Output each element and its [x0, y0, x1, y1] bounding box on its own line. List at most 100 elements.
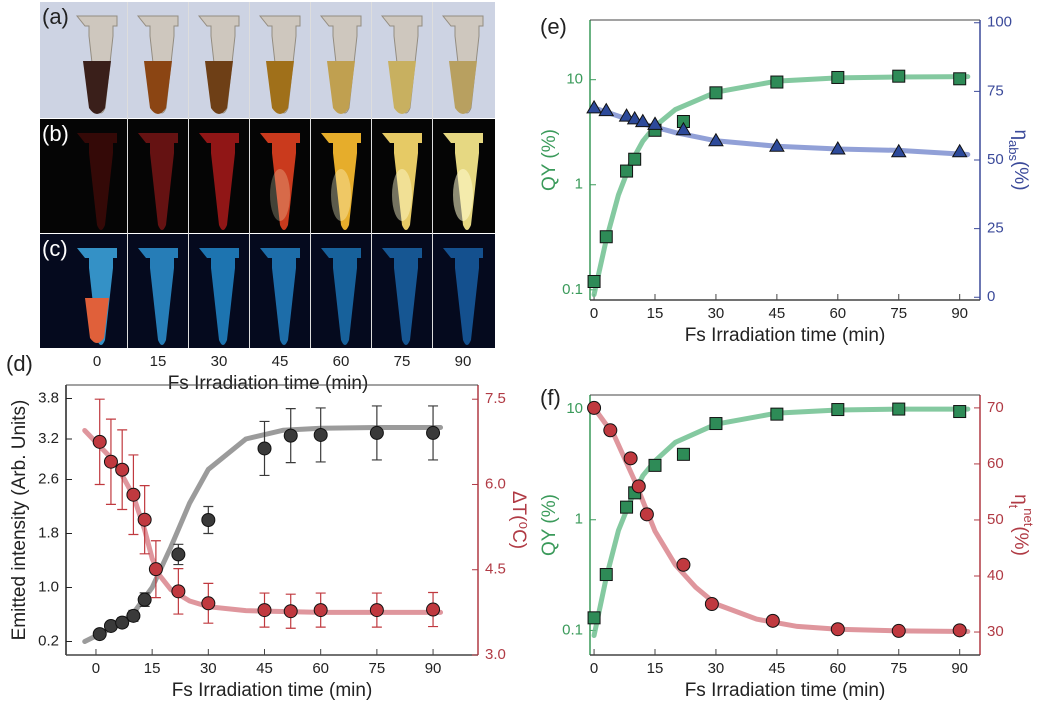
data-point	[892, 69, 906, 83]
data-point	[369, 425, 384, 440]
data-point	[953, 405, 967, 419]
y2-tick-label: 60	[987, 455, 1004, 472]
y2-tick-label: 50	[987, 151, 1004, 168]
y2-axis-label-part: net	[1021, 508, 1036, 526]
y2-tick-label: 70	[987, 399, 1004, 416]
y2-axis-label-part: (%)	[1010, 161, 1031, 191]
data-point	[598, 102, 615, 117]
y-tick-label: 1	[575, 176, 583, 193]
data-point	[951, 143, 968, 158]
x-tick-label: 75	[394, 353, 411, 370]
data-point	[623, 451, 638, 466]
data-point	[952, 623, 967, 638]
y-tick-label: 0.2	[38, 632, 59, 649]
data-point	[648, 458, 662, 472]
data-point	[891, 623, 906, 638]
tube-glow	[453, 169, 473, 221]
x-axis-label: Fs Irradiation time (min)	[685, 680, 886, 701]
data-point	[137, 592, 152, 607]
x-tick-label: 75	[369, 660, 386, 677]
data-point	[115, 462, 130, 477]
data-point	[171, 547, 186, 562]
data-point	[708, 132, 724, 147]
data-point	[618, 108, 635, 122]
data-point	[890, 143, 907, 158]
x-tick-label: 30	[708, 660, 725, 677]
panel-label: (c)	[42, 236, 68, 261]
tube-liquid	[449, 61, 477, 114]
x-tick-label: 90	[951, 660, 968, 677]
data-point	[137, 512, 152, 527]
data-point	[283, 428, 298, 443]
tube	[382, 248, 422, 345]
x-tick-label: 90	[951, 305, 968, 322]
panel-label: (b)	[42, 121, 69, 146]
tube-glow	[392, 169, 412, 221]
x-axis-label: Fs Irradiation time (min)	[168, 373, 369, 394]
x-tick-label: 0	[590, 660, 598, 677]
y2-tick-label: 50	[987, 511, 1004, 528]
y-tick-label: 10	[566, 400, 583, 417]
tube	[443, 248, 483, 345]
data-point	[103, 454, 118, 469]
tube	[138, 133, 178, 230]
data-point	[709, 417, 723, 431]
y2-tick-label: 3.0	[485, 646, 506, 663]
x-tick-label: 75	[890, 305, 907, 322]
x-tick-label: 15	[144, 660, 161, 677]
data-point	[634, 113, 651, 128]
tube-liquid	[85, 298, 109, 343]
tube	[321, 248, 361, 345]
x-tick-label: 30	[211, 353, 228, 370]
y-tick-label: 0.1	[562, 281, 583, 298]
y2-axis-label: ηabs(%)	[1006, 129, 1031, 190]
tube-liquid	[144, 61, 172, 114]
y-axis-label: QY (%)	[539, 129, 560, 191]
y2-tick-label: 75	[987, 82, 1004, 99]
data-point	[587, 274, 601, 288]
x-tick-label: 60	[312, 660, 329, 677]
data-point	[313, 603, 328, 618]
y-tick-label: 1.0	[38, 578, 59, 595]
fit-line	[591, 406, 971, 639]
x-tick-label: 90	[455, 353, 472, 370]
data-point	[586, 99, 602, 114]
x-tick-label: 0	[93, 353, 101, 370]
data-point	[709, 86, 723, 100]
chart-0: 0 15 30 45 60 75 90 0.2 1.0 1.8 2.6 3.2 3.8 3.0 4.5 6.0…	[6, 351, 529, 701]
y2-axis-label-part: η	[1010, 494, 1031, 505]
x-tick-label: 90	[425, 660, 442, 677]
tube	[382, 133, 422, 230]
data-point	[639, 507, 654, 522]
y-tick-label: 10	[566, 71, 583, 88]
panel-label: (a)	[42, 4, 69, 29]
x-tick-label: 15	[647, 660, 664, 677]
data-point	[201, 596, 216, 611]
x-tick-label: 15	[150, 353, 167, 370]
x-axis-label: Fs Irradiation time (min)	[685, 325, 886, 346]
x-tick-label: 45	[769, 660, 786, 677]
x-tick-label: 45	[272, 353, 289, 370]
x-tick-label: 45	[256, 660, 273, 677]
tube	[199, 133, 239, 230]
data-point	[599, 568, 613, 582]
tube	[260, 133, 300, 230]
x-tick-label: 0	[590, 305, 598, 322]
data-point	[126, 487, 141, 502]
y-tick-label: 0.1	[562, 621, 583, 638]
x-tick-label: 60	[829, 660, 846, 677]
data-point	[587, 400, 602, 415]
data-point	[257, 603, 272, 618]
y2-axis-label-part: (%)	[1010, 526, 1031, 556]
tube	[77, 133, 117, 230]
y2-tick-label: 4.5	[485, 561, 506, 578]
data-point	[676, 447, 690, 461]
panel-label: (f)	[540, 385, 561, 410]
y2-axis-label-part: ΔT(⁰C)	[508, 491, 529, 549]
data-point	[831, 403, 845, 417]
data-point	[830, 622, 845, 637]
data-point	[369, 603, 384, 618]
tube	[138, 248, 178, 345]
